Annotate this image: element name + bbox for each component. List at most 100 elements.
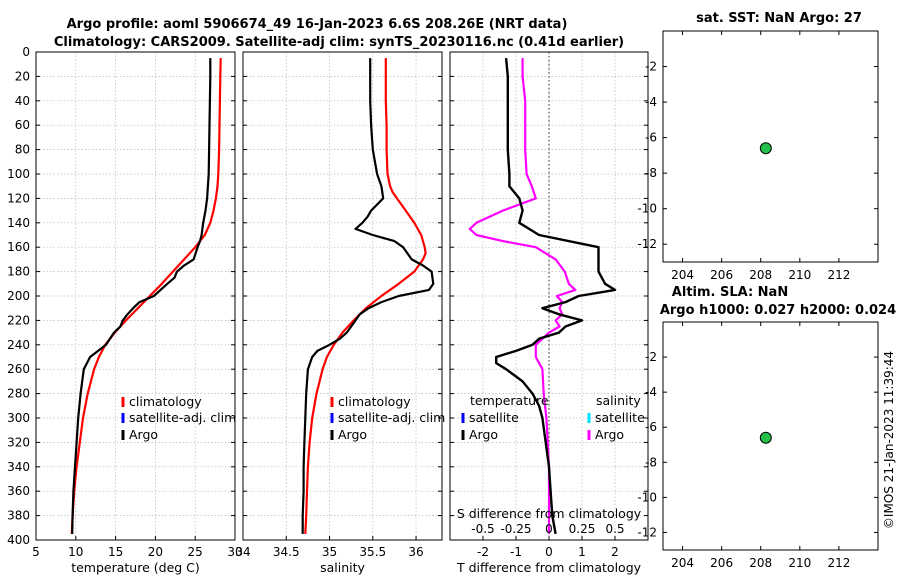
temp-legend-argo-label: Argo: [129, 427, 158, 442]
salinity-difference-line: [468, 58, 577, 534]
map-y-tick-label: -10: [637, 490, 657, 504]
altimetry_map-frame: [662, 321, 879, 551]
map-x-tick-label: 208: [749, 268, 772, 282]
y-tick-label: 340: [7, 460, 30, 474]
map-y-tick-label: -12: [637, 525, 657, 539]
temperature-panel: 0 20 40 60 80 100 120 140 160 180 200 220 240 260 280 3…: [7, 45, 243, 575]
salinity-frame: [242, 51, 443, 541]
x-tick-label: 36: [408, 545, 423, 559]
map-y-tick-label: -8: [645, 455, 657, 469]
sat-sst-map-title: sat. SST: NaN Argo: 27: [696, 11, 862, 26]
temp-legend-satellite-label: satellite-adj. clim: [129, 410, 236, 425]
y-tick-label: 120: [7, 191, 30, 205]
y-tick-label: 60: [15, 118, 30, 132]
temperature-argo-line: [71, 58, 212, 534]
salinity-climatology-line: [304, 58, 427, 534]
map-y-tick-label: -12: [637, 237, 657, 251]
y-tick-label: 80: [15, 143, 30, 157]
map-y-tick-label: -10: [637, 202, 657, 216]
temperature-difference-line: [495, 57, 617, 535]
x-tick-label: 35.5: [359, 545, 386, 559]
x2-tick-label: 0.25: [569, 522, 596, 536]
y-tick-label: 300: [7, 411, 30, 425]
y-tick-label: 380: [7, 509, 30, 523]
x2-tick-label: -0.25: [500, 522, 531, 536]
y-tick-label: 40: [15, 94, 30, 108]
x-tick-label: 30: [227, 545, 242, 559]
map-y-tick-label: -4: [645, 385, 657, 399]
map-y-tick-label: -8: [645, 166, 657, 180]
x-tick-label: -1: [510, 545, 522, 559]
diff-legend-sal-satellite-label: satellite: [595, 410, 645, 425]
diff-legend-temperature-title: temperature: [470, 393, 549, 408]
altimetry-map-panel: -2 -4 -6 -8 -10 -12 204 206 208 210 212 Altim. SLA:…: [637, 285, 896, 570]
altimetry-map-subtitle: Argo h1000: 0.027 h2000: 0.024: [660, 303, 896, 318]
x-tick-label: 15: [108, 545, 123, 559]
temperature-xlabel: temperature (deg C): [71, 560, 200, 575]
argo-position-marker: [759, 142, 772, 155]
y-tick-label: 0: [22, 45, 30, 59]
y-tick-label: 100: [7, 167, 30, 181]
map-y-tick-label: -6: [645, 131, 657, 145]
y-tick-label: 20: [15, 69, 30, 83]
altimetry-map-title: Altim. SLA: NaN: [672, 285, 788, 300]
x-tick-label: 0: [545, 545, 553, 559]
sal-legend-climatology-label: climatology: [338, 394, 411, 409]
y-tick-label: 180: [7, 265, 30, 279]
y-tick-label: 200: [7, 289, 30, 303]
y-tick-label: 280: [7, 387, 30, 401]
y-tick-label: 320: [7, 435, 30, 449]
figure-title-line2: Climatology: CARS2009. Satellite-adj cli…: [54, 35, 624, 50]
x2-tick-label: 0: [545, 522, 553, 536]
x2-tick-label: 0.5: [605, 522, 624, 536]
x-tick-label: 35: [322, 545, 337, 559]
x-tick-label: 34.5: [273, 545, 300, 559]
x-tick-label: 2: [611, 545, 619, 559]
map-y-tick-label: -4: [645, 95, 657, 109]
salinity-xlabel: salinity: [320, 560, 365, 575]
x-tick-label: 10: [68, 545, 83, 559]
y-tick-label: 220: [7, 313, 30, 327]
copyright-timestamp: ©IMOS 21-Jan-2023 11:39:44: [882, 351, 896, 529]
x-tick-label: 5: [32, 545, 40, 559]
temperature-climatology-line: [70, 58, 222, 534]
map-y-tick-label: -6: [645, 420, 657, 434]
diff-legend-sal-argo-label: Argo: [595, 427, 624, 442]
y-tick-label: 160: [7, 240, 30, 254]
sal-legend-argo-label: Argo: [338, 427, 367, 442]
sat-sst-map-panel: -2 -4 -6 -8 -10 -12 204 206 208 210 212 sat. SST: N…: [637, 11, 879, 282]
temperature-frame: [35, 51, 236, 541]
sat_sst_map-frame: [662, 30, 879, 263]
map-x-tick-label: 210: [788, 268, 811, 282]
difference-xlabel: T difference from climatology: [456, 560, 642, 575]
y-tick-label: 240: [7, 338, 30, 352]
figure-title-line1: Argo profile: aoml 5906674_49 16-Jan-202…: [67, 17, 568, 32]
y-tick-label: 140: [7, 216, 30, 230]
map-x-tick-label: 208: [749, 556, 772, 570]
diff-legend-temp-satellite-label: satellite: [469, 410, 519, 425]
sal-legend-satellite-label: satellite-adj. clim: [338, 410, 445, 425]
map-x-tick-label: 210: [788, 556, 811, 570]
map-x-tick-label: 206: [710, 268, 733, 282]
x2-tick-label: -0.5: [471, 522, 494, 536]
difference-panel: -2 -1 0 1 2 temperature satellite Argo salinity s…: [449, 51, 649, 575]
x-tick-label: 1: [578, 545, 586, 559]
argo-position-marker: [759, 431, 772, 444]
x-tick-label: 25: [188, 545, 203, 559]
map-y-tick-label: -2: [645, 350, 657, 364]
diff-x2label: S difference from climatology: [457, 506, 642, 521]
map-x-tick-label: 206: [710, 556, 733, 570]
map-y-tick-label: -2: [645, 60, 657, 74]
y-tick-label: 360: [7, 484, 30, 498]
y-tick-label: 400: [7, 533, 30, 547]
map-x-tick-label: 212: [827, 556, 850, 570]
y-tick-label: 260: [7, 362, 30, 376]
map-x-tick-label: 204: [671, 268, 694, 282]
x-tick-label: 34: [235, 545, 250, 559]
map-x-tick-label: 212: [827, 268, 850, 282]
difference-frame: [449, 51, 649, 541]
map-x-tick-label: 204: [671, 556, 694, 570]
diff-legend-salinity-title: salinity: [596, 393, 641, 408]
salinity-panel: 34 34.5 35 35.5 36 climatologysatellite-adj. …: [235, 51, 445, 575]
